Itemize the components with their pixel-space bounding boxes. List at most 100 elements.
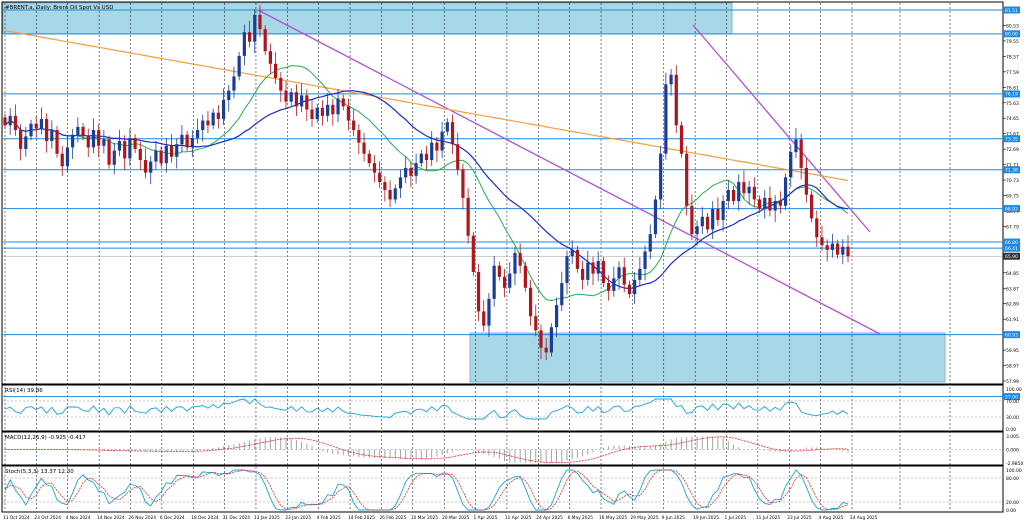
candle-body bbox=[279, 77, 283, 91]
candle-body bbox=[289, 92, 293, 102]
date-tick-label: 18 Dec 2024 bbox=[191, 515, 219, 521]
candle-body bbox=[778, 201, 782, 206]
candle-body bbox=[81, 126, 85, 137]
price-tick-label: 63.87 bbox=[1006, 286, 1019, 292]
candle-body bbox=[789, 152, 793, 178]
candle-body bbox=[263, 29, 267, 52]
resistance-zone bbox=[2, 2, 733, 35]
level-tag bbox=[1003, 90, 1020, 98]
level-tag-label: 71.38 bbox=[1005, 168, 1018, 174]
date-tick-label: 24 Apr 2025 bbox=[536, 515, 563, 521]
candle-body bbox=[326, 104, 330, 116]
candle-body bbox=[149, 161, 153, 173]
candle-body bbox=[768, 197, 772, 211]
date-tick-label: 4 Nov 2024 bbox=[66, 515, 91, 521]
candle-body bbox=[71, 134, 75, 148]
price-tick-label: 59.95 bbox=[1006, 348, 1019, 354]
current-price-tag bbox=[1003, 252, 1020, 260]
candle-body bbox=[638, 268, 642, 280]
price-tick-label: 79.55 bbox=[1006, 39, 1019, 45]
level-tag-label: 60.93 bbox=[1005, 332, 1018, 338]
macd-title: MACD(12,26,9) -0.925 -0.417 bbox=[5, 435, 86, 441]
candle-body bbox=[700, 216, 704, 227]
candle-body bbox=[596, 260, 600, 274]
stoch-k-line bbox=[4, 469, 849, 511]
candle-body bbox=[60, 153, 64, 167]
candle-body bbox=[388, 189, 392, 200]
candle-body bbox=[19, 130, 23, 149]
candle-body bbox=[424, 153, 429, 161]
price-tick-label: 67.79 bbox=[1006, 224, 1019, 230]
date-tick-label: 14 Aug 2025 bbox=[850, 515, 878, 521]
candle-body bbox=[13, 115, 18, 131]
level-tag bbox=[1003, 331, 1020, 339]
price-tick-label: 57.99 bbox=[1006, 379, 1019, 385]
trendline-short bbox=[692, 24, 871, 233]
candle-body bbox=[560, 283, 564, 306]
candle-body bbox=[237, 55, 241, 77]
candle-body bbox=[102, 139, 106, 146]
candle-body bbox=[143, 160, 148, 173]
rsi-panel: 100.00 70.00 30.00 0.00 bbox=[3, 387, 1022, 433]
candle-body bbox=[398, 177, 403, 189]
rsi-title: RSI(14) 39.86 bbox=[5, 388, 43, 394]
trendline-upper bbox=[257, 9, 881, 335]
candle-body bbox=[664, 84, 668, 154]
candle-body bbox=[607, 283, 611, 291]
date-tick-label: 11 Jul 2025 bbox=[756, 515, 781, 521]
price-tick-label: 75.63 bbox=[1006, 101, 1019, 107]
price-tick-label: 70.73 bbox=[1006, 178, 1019, 184]
candle-body bbox=[216, 112, 220, 119]
candle-body bbox=[128, 137, 132, 159]
candle-body bbox=[695, 226, 699, 235]
candle-body bbox=[294, 92, 299, 107]
candle-body bbox=[601, 260, 606, 284]
candle-body bbox=[227, 90, 231, 101]
candle-body bbox=[820, 237, 824, 246]
candle-body bbox=[357, 130, 361, 143]
date-tick-label: 6 May 2025 bbox=[568, 515, 594, 521]
level-tag bbox=[1003, 393, 1020, 401]
candle-body bbox=[440, 131, 444, 151]
price-tick-label: 77.59 bbox=[1006, 70, 1019, 76]
candle-body bbox=[378, 172, 382, 183]
candle-body bbox=[482, 311, 486, 326]
candle-body bbox=[39, 118, 44, 129]
date-tick-label: 4 Aug 2025 bbox=[819, 515, 844, 521]
panel-tick-label: 80.00 bbox=[1006, 476, 1019, 482]
trendlines bbox=[257, 9, 881, 335]
level-tag-label: 57.00 bbox=[1005, 394, 1018, 400]
candle-body bbox=[830, 243, 834, 250]
candle-body bbox=[242, 32, 246, 56]
level-tag-label: 66.80 bbox=[1005, 240, 1018, 246]
candle-body bbox=[445, 122, 449, 132]
support-zone bbox=[469, 332, 946, 383]
candle-body bbox=[352, 120, 356, 131]
candle-body bbox=[518, 253, 522, 266]
candle-body bbox=[726, 189, 730, 202]
panel-tick-label: 30.00 bbox=[1006, 415, 1019, 421]
candle-body bbox=[133, 137, 137, 149]
candle-body bbox=[273, 63, 278, 78]
price-tick-label: 62.89 bbox=[1006, 302, 1019, 308]
date-tick-label: 11 Apr 2025 bbox=[505, 515, 532, 521]
level-tag bbox=[1003, 244, 1020, 252]
candle-body bbox=[211, 112, 215, 126]
date-tick-label: 19 Jun 2025 bbox=[693, 515, 719, 521]
candle-body bbox=[185, 134, 189, 148]
candle-body bbox=[742, 182, 746, 194]
candle-body bbox=[367, 153, 371, 164]
candle-body bbox=[175, 144, 179, 157]
candle-body bbox=[513, 253, 517, 274]
candle-body bbox=[581, 268, 585, 280]
candle-body bbox=[372, 163, 377, 173]
candle-body bbox=[612, 278, 616, 291]
price-tick-label: 78.57 bbox=[1006, 54, 1019, 60]
date-tick-label: 23 Oct 2024 bbox=[34, 515, 61, 521]
candle-body bbox=[591, 262, 595, 274]
candle-body bbox=[8, 115, 12, 126]
date-tick-label: 11 Oct 2024 bbox=[3, 515, 30, 521]
candle-body bbox=[55, 130, 59, 154]
date-axis: 11 Oct 2024 23 Oct 2024 4 Nov 2024 14 Nov 2… bbox=[3, 515, 878, 521]
